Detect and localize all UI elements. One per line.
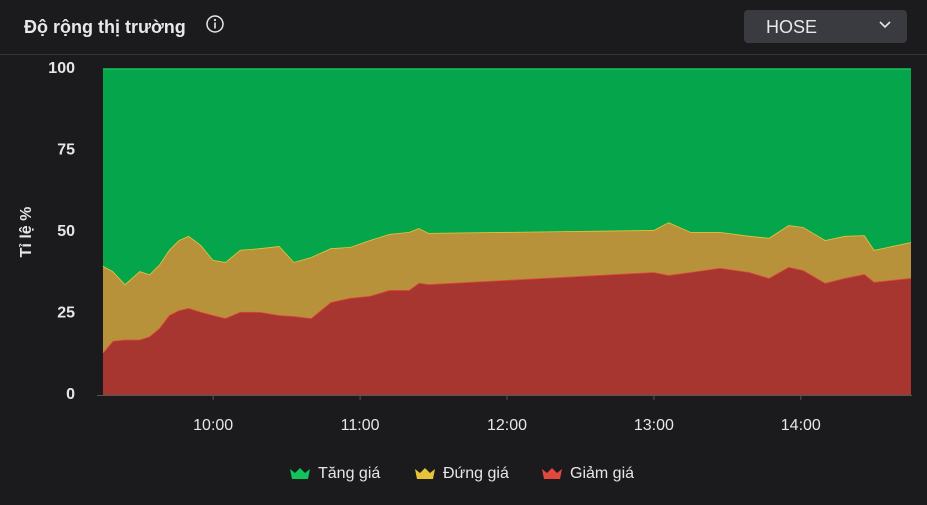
y-tick-label: 100 xyxy=(48,60,75,77)
chevron xyxy=(879,21,891,29)
info-icon[interactable] xyxy=(206,15,224,33)
y-axis-label: Tỉ lệ % xyxy=(18,207,35,258)
legend-icon xyxy=(290,468,310,479)
y-tick-label: 75 xyxy=(57,142,75,159)
legend-label: Giảm giá xyxy=(570,465,634,482)
x-tick-label: 14:00 xyxy=(781,417,821,434)
x-tick-label: 12:00 xyxy=(487,417,527,434)
y-tick-label: 50 xyxy=(57,223,75,240)
legend-icon xyxy=(542,468,562,479)
header: Độ rộng thị trường HOSE xyxy=(0,0,927,55)
x-tick-label: 13:00 xyxy=(634,417,674,434)
area xyxy=(103,69,911,285)
legend-label: Đứng giá xyxy=(443,465,509,482)
area xyxy=(103,266,911,395)
area xyxy=(103,222,911,353)
x-tick-label: 11:00 xyxy=(341,417,380,434)
legend-label: Tăng giá xyxy=(318,465,380,482)
y-tick-label: 0 xyxy=(66,386,75,403)
exchange-value: HOSE xyxy=(766,17,818,37)
y-tick-label: 25 xyxy=(57,305,75,322)
widget-title: Độ rộng thị trường xyxy=(24,17,186,37)
exchange-dropdown[interactable]: HOSE xyxy=(744,10,907,43)
x-tick-label: 10:00 xyxy=(193,417,233,434)
legend-icon xyxy=(415,468,435,479)
